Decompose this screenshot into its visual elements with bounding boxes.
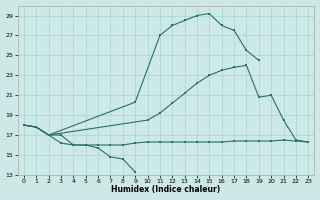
X-axis label: Humidex (Indice chaleur): Humidex (Indice chaleur)	[111, 185, 221, 194]
